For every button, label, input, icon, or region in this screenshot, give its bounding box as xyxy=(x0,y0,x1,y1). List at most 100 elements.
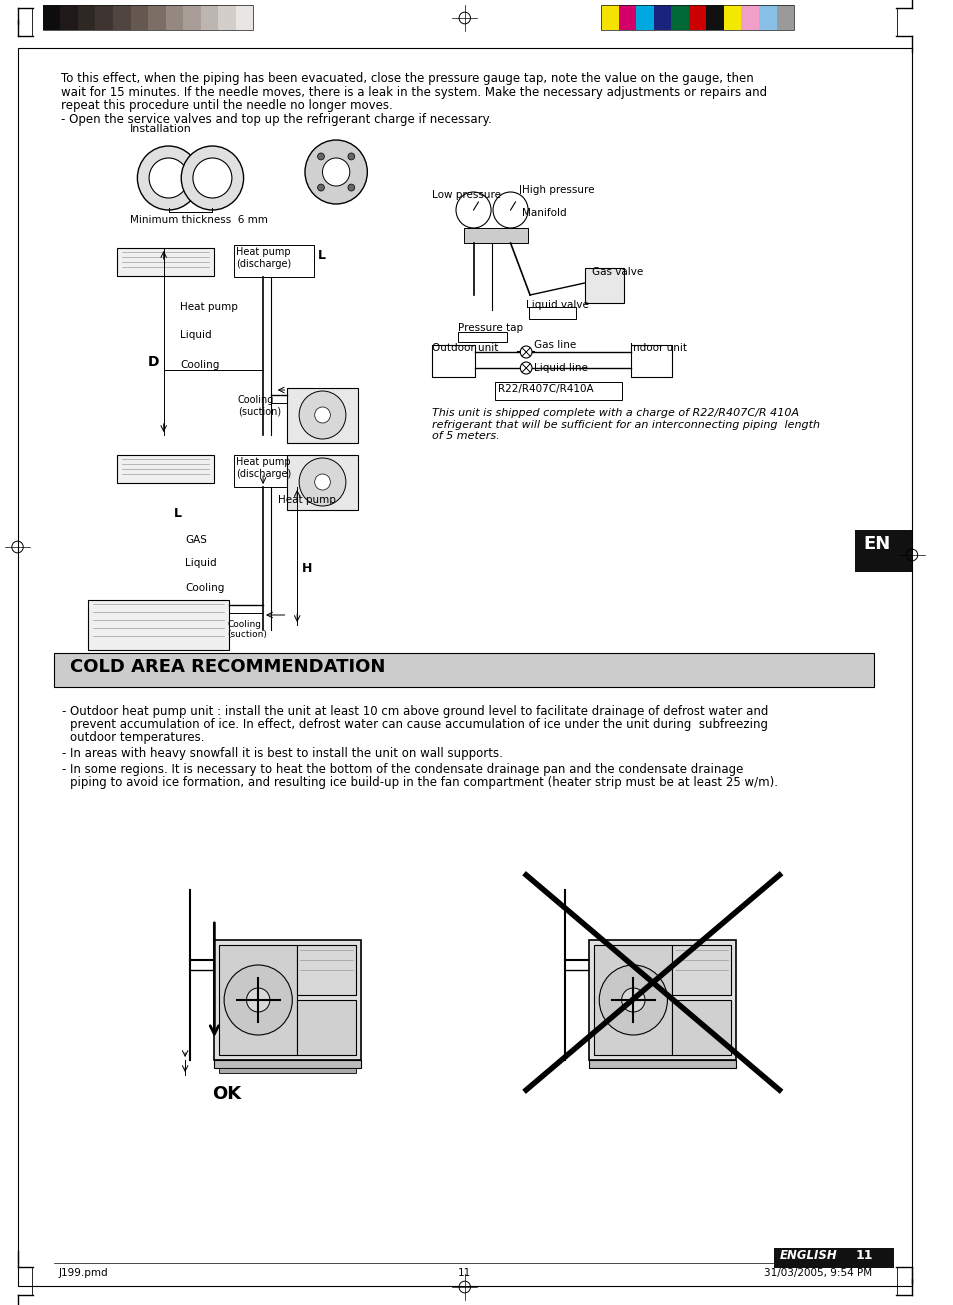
Bar xyxy=(671,5,688,30)
Circle shape xyxy=(519,346,532,358)
Bar xyxy=(584,268,623,303)
Bar xyxy=(855,530,911,572)
Bar xyxy=(233,455,314,487)
Bar xyxy=(529,307,576,318)
Bar xyxy=(88,600,229,650)
Bar xyxy=(43,5,60,30)
Circle shape xyxy=(305,140,367,204)
Circle shape xyxy=(317,153,324,161)
Text: Liquid: Liquid xyxy=(180,330,212,341)
Text: J199.pmd: J199.pmd xyxy=(58,1268,108,1278)
Bar xyxy=(148,5,166,30)
Bar xyxy=(672,945,730,994)
Text: 11: 11 xyxy=(855,1249,872,1262)
Text: Outdoor unit: Outdoor unit xyxy=(431,343,497,352)
Text: In some regions. It is necessary to heat the bottom of the condensate drainage p: In some regions. It is necessary to heat… xyxy=(71,763,742,776)
Circle shape xyxy=(181,146,243,210)
Bar xyxy=(53,652,873,686)
Text: R22/R407C/R410A: R22/R407C/R410A xyxy=(497,384,593,394)
Bar xyxy=(495,382,621,401)
Text: GAS: GAS xyxy=(185,535,207,545)
Text: -: - xyxy=(61,746,66,760)
Bar xyxy=(589,1060,735,1067)
Bar xyxy=(600,5,618,30)
Circle shape xyxy=(149,158,188,198)
Text: Heat pump
(discharge): Heat pump (discharge) xyxy=(235,457,291,479)
Text: Heat pump: Heat pump xyxy=(277,495,335,505)
Bar xyxy=(166,5,183,30)
Text: prevent accumulation of ice. In effect, defrost water can cause accumulation of : prevent accumulation of ice. In effect, … xyxy=(71,718,767,731)
Text: Manifold: Manifold xyxy=(521,207,566,218)
Bar xyxy=(287,388,357,442)
Bar xyxy=(235,5,253,30)
Circle shape xyxy=(137,146,199,210)
Circle shape xyxy=(299,458,346,506)
Text: -: - xyxy=(61,763,66,776)
Bar xyxy=(287,455,357,510)
Bar xyxy=(214,1060,360,1067)
Bar xyxy=(219,1067,355,1073)
Bar xyxy=(183,5,200,30)
Bar xyxy=(60,5,78,30)
Bar xyxy=(618,5,636,30)
Bar xyxy=(688,5,705,30)
Circle shape xyxy=(314,407,330,423)
Text: Heat pump
(discharge): Heat pump (discharge) xyxy=(235,247,291,269)
Text: Installation: Installation xyxy=(130,124,192,134)
Text: Low pressure: Low pressure xyxy=(431,191,500,200)
Text: - Open the service valves and top up the refrigerant charge if necessary.: - Open the service valves and top up the… xyxy=(61,112,492,125)
Bar xyxy=(95,5,112,30)
Bar xyxy=(297,945,355,994)
Circle shape xyxy=(348,153,355,161)
Text: 31/03/2005, 9:54 PM: 31/03/2005, 9:54 PM xyxy=(763,1268,871,1278)
Circle shape xyxy=(348,184,355,191)
Circle shape xyxy=(493,192,528,228)
Text: COLD AREA RECOMMENDATION: COLD AREA RECOMMENDATION xyxy=(71,658,385,676)
Text: H: H xyxy=(302,562,312,576)
Text: wait for 15 minutes. If the needle moves, there is a leak in the system. Make th: wait for 15 minutes. If the needle moves… xyxy=(61,86,767,98)
Text: Outdoor heat pump unit : install the unit at least 10 cm above ground level to f: Outdoor heat pump unit : install the uni… xyxy=(71,705,768,718)
Bar xyxy=(112,5,131,30)
Bar xyxy=(131,5,148,30)
Text: L: L xyxy=(317,249,325,262)
Bar xyxy=(723,5,740,30)
Circle shape xyxy=(193,158,232,198)
Circle shape xyxy=(314,474,330,489)
Bar xyxy=(463,228,528,243)
Text: L: L xyxy=(173,508,181,519)
Bar xyxy=(776,5,793,30)
Text: In areas with heavy snowfall it is best to install the unit on wall supports.: In areas with heavy snowfall it is best … xyxy=(71,746,502,760)
Bar xyxy=(297,1000,355,1054)
Text: ENGLISH: ENGLISH xyxy=(779,1249,837,1262)
Text: Heat pump: Heat pump xyxy=(180,301,238,312)
Text: To this effect, when the piping has been evacuated, close the pressure gauge tap: To this effect, when the piping has been… xyxy=(61,72,753,85)
Text: Liquid line: Liquid line xyxy=(534,363,587,373)
Text: Cooling
(suction): Cooling (suction) xyxy=(227,620,267,639)
Bar xyxy=(600,5,793,30)
Bar xyxy=(759,5,776,30)
Text: Pressure tap: Pressure tap xyxy=(457,324,522,333)
Bar xyxy=(219,945,297,1054)
Text: OK: OK xyxy=(213,1084,241,1103)
Bar xyxy=(431,345,475,377)
Circle shape xyxy=(299,392,346,438)
Text: Liquid: Liquid xyxy=(185,559,216,568)
Bar xyxy=(594,945,672,1054)
Circle shape xyxy=(456,192,491,228)
Bar xyxy=(589,940,735,1060)
Text: -: - xyxy=(61,705,66,718)
Bar xyxy=(117,455,214,483)
Bar xyxy=(214,940,360,1060)
Circle shape xyxy=(224,964,292,1035)
Bar xyxy=(705,5,723,30)
Text: Liquid valve: Liquid valve xyxy=(526,300,588,311)
Bar xyxy=(740,5,759,30)
Text: Minimum thickness  6 mm: Minimum thickness 6 mm xyxy=(130,215,267,224)
Text: outdoor temperatures.: outdoor temperatures. xyxy=(71,731,205,744)
Bar xyxy=(78,5,95,30)
Text: Indoor unit: Indoor unit xyxy=(630,343,687,352)
Bar xyxy=(117,248,214,275)
Circle shape xyxy=(621,988,644,1011)
Bar xyxy=(200,5,218,30)
Text: D: D xyxy=(148,355,159,369)
